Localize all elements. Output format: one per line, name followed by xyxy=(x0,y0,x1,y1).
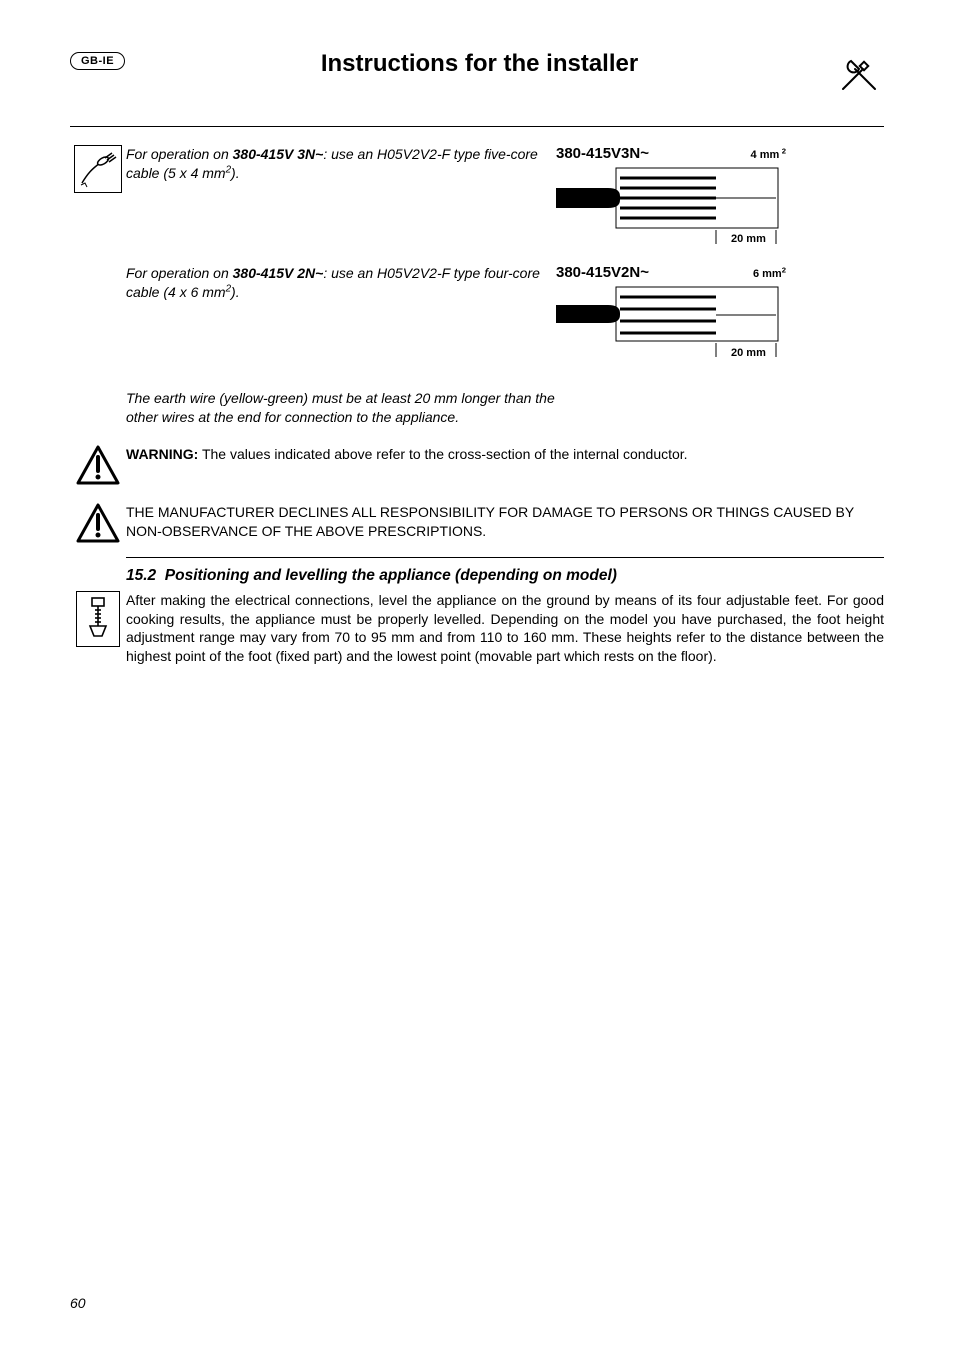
wiring-diagram-2n: 20 mm xyxy=(556,285,781,361)
diagram2-gauge: 6 mm xyxy=(753,268,782,280)
disclaimer-paragraph: THE MANUFACTURER DECLINES ALL RESPONSIBI… xyxy=(126,503,884,541)
para1-bold: 380-415V 3N~ xyxy=(233,146,324,162)
levelling-foot-icon xyxy=(76,591,120,647)
wiring-diagram-3n: 20 mm xyxy=(556,166,781,246)
para1-prefix: For operation on xyxy=(126,146,233,162)
tools-icon xyxy=(834,48,884,98)
diagram2-label: 380-415V2N~ xyxy=(556,264,649,281)
para2-tail: ). xyxy=(231,284,240,300)
page-title: Instructions for the installer xyxy=(125,50,834,78)
para2-prefix: For operation on xyxy=(126,265,233,281)
warning-paragraph: WARNING: The values indicated above refe… xyxy=(126,445,884,464)
section-number: 15.2 xyxy=(126,567,156,584)
language-badge: GB-IE xyxy=(70,52,125,70)
diagram1-gauge: 4 mm xyxy=(751,149,780,161)
warning-icon xyxy=(76,445,120,485)
diagram1-strip-label: 20 mm xyxy=(731,233,766,245)
diagram1-gauge-sup: 2 xyxy=(782,146,786,155)
cable-icon xyxy=(74,145,122,193)
para-380-415-3n: For operation on 380-415V 3N~: use an H0… xyxy=(126,145,546,183)
warning-icon xyxy=(76,503,120,543)
diagram2-strip-label: 20 mm xyxy=(731,347,766,359)
diagram1-label: 380-415V3N~ xyxy=(556,145,649,162)
diagram2-gauge-sup: 2 xyxy=(782,265,786,274)
para1-tail: ). xyxy=(231,165,240,181)
earth-wire-note: The earth wire (yellow-green) must be at… xyxy=(126,389,556,427)
warning-label: WARNING: xyxy=(126,446,198,462)
section-title: Positioning and levelling the appliance … xyxy=(165,567,617,584)
warning-text: The values indicated above refer to the … xyxy=(198,446,687,462)
para-380-415-2n: For operation on 380-415V 2N~: use an H0… xyxy=(126,264,546,302)
section-body: After making the electrical connections,… xyxy=(126,591,884,667)
page-number: 60 xyxy=(70,1295,86,1311)
section-heading: 15.2 Positioning and levelling the appli… xyxy=(126,566,884,587)
para2-bold: 380-415V 2N~ xyxy=(233,265,324,281)
